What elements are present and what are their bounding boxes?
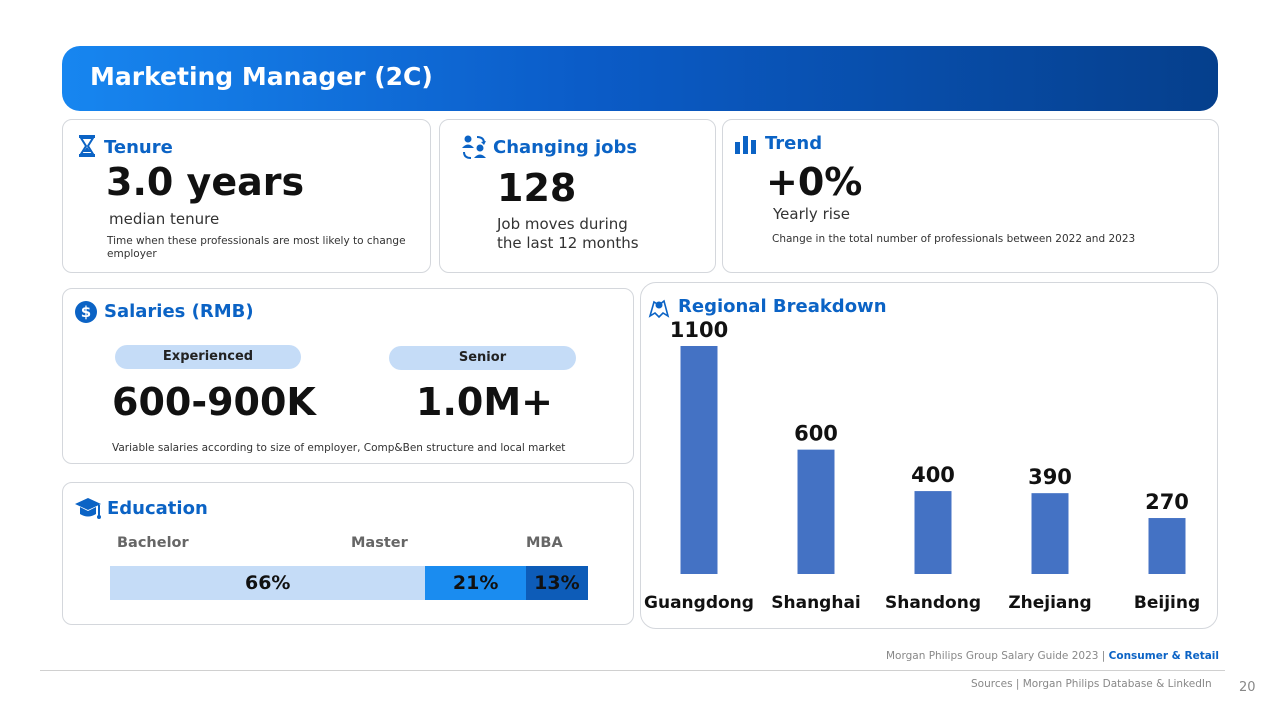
salaries-card bbox=[62, 288, 634, 464]
dollar-icon: $ bbox=[75, 301, 97, 323]
bar-guangdong bbox=[680, 346, 718, 574]
salaries-note: Variable salaries according to size of e… bbox=[112, 442, 566, 454]
changing-jobs-line1: Job moves during bbox=[497, 215, 628, 233]
footer-guide: Morgan Philips Group Salary Guide 2023 |… bbox=[886, 650, 1219, 662]
map-pin-icon bbox=[648, 299, 670, 319]
value-label-guangdong: 1100 bbox=[670, 318, 728, 342]
trend-title: Trend bbox=[765, 133, 823, 154]
trend-note: Change in the total number of profession… bbox=[772, 233, 1136, 245]
svg-text:$: $ bbox=[81, 303, 91, 321]
footer-sources: Sources | Morgan Philips Database & Link… bbox=[971, 678, 1212, 690]
graduation-cap-icon bbox=[75, 498, 101, 519]
hourglass-icon bbox=[79, 135, 95, 157]
category-label-shanghai: Shanghai bbox=[771, 593, 861, 613]
bar-chart-icon bbox=[735, 136, 756, 154]
footer-guide-text: Morgan Philips Group Salary Guide 2023 | bbox=[886, 650, 1106, 662]
experienced-salary: 600-900K bbox=[112, 380, 316, 424]
edu-segment-master: 21% bbox=[425, 566, 526, 600]
tenure-title: Tenure bbox=[104, 137, 173, 158]
trend-card bbox=[722, 119, 1219, 273]
changing-jobs-value: 128 bbox=[497, 166, 577, 210]
tenure-subtitle: median tenure bbox=[109, 210, 220, 228]
tenure-note: Time when these professionals are most l… bbox=[107, 235, 406, 260]
bar-zhejiang bbox=[1031, 493, 1069, 574]
value-label-beijing: 270 bbox=[1145, 490, 1189, 514]
tenure-card bbox=[62, 119, 431, 273]
senior-salary: 1.0M+ bbox=[416, 380, 553, 424]
value-label-shandong: 400 bbox=[911, 463, 955, 487]
senior-pill: Senior bbox=[389, 346, 576, 370]
changing-jobs-title: Changing jobs bbox=[493, 137, 638, 158]
edu-label-mba: MBA bbox=[526, 535, 563, 551]
category-label-beijing: Beijing bbox=[1134, 593, 1200, 613]
changing-jobs-line2: the last 12 months bbox=[497, 234, 639, 252]
education-card bbox=[62, 482, 634, 625]
salaries-title: Salaries (RMB) bbox=[104, 301, 254, 322]
footer-divider bbox=[40, 670, 1225, 671]
experienced-pill: Experienced bbox=[115, 345, 301, 369]
people-swap-icon bbox=[462, 135, 486, 159]
page-title: Marketing Manager (2C) bbox=[90, 62, 433, 91]
regional-title: Regional Breakdown bbox=[678, 296, 887, 317]
bar-shanghai bbox=[797, 449, 835, 574]
trend-value: +0% bbox=[766, 160, 863, 204]
footer-sector: Consumer & Retail bbox=[1108, 650, 1219, 662]
title-banner: Marketing Manager (2C) bbox=[62, 46, 1218, 111]
edu-segment-bachelor: 66% bbox=[110, 566, 426, 600]
edu-label-bachelor: Bachelor bbox=[117, 535, 189, 551]
edu-label-master: Master bbox=[351, 535, 408, 551]
page-number: 20 bbox=[1239, 680, 1256, 695]
category-label-zhejiang: Zhejiang bbox=[1008, 593, 1091, 613]
value-label-zhejiang: 390 bbox=[1028, 465, 1072, 489]
value-label-shanghai: 600 bbox=[794, 422, 838, 446]
category-label-shandong: Shandong bbox=[885, 593, 981, 613]
trend-subtitle: Yearly rise bbox=[773, 205, 850, 223]
education-title: Education bbox=[107, 498, 208, 519]
bar-beijing bbox=[1148, 518, 1186, 574]
edu-segment-mba: 13% bbox=[525, 566, 588, 600]
changing-jobs-card bbox=[439, 119, 716, 273]
tenure-value: 3.0 years bbox=[106, 160, 305, 204]
category-label-guangdong: Guangdong bbox=[644, 593, 754, 613]
bar-shandong bbox=[914, 491, 952, 574]
